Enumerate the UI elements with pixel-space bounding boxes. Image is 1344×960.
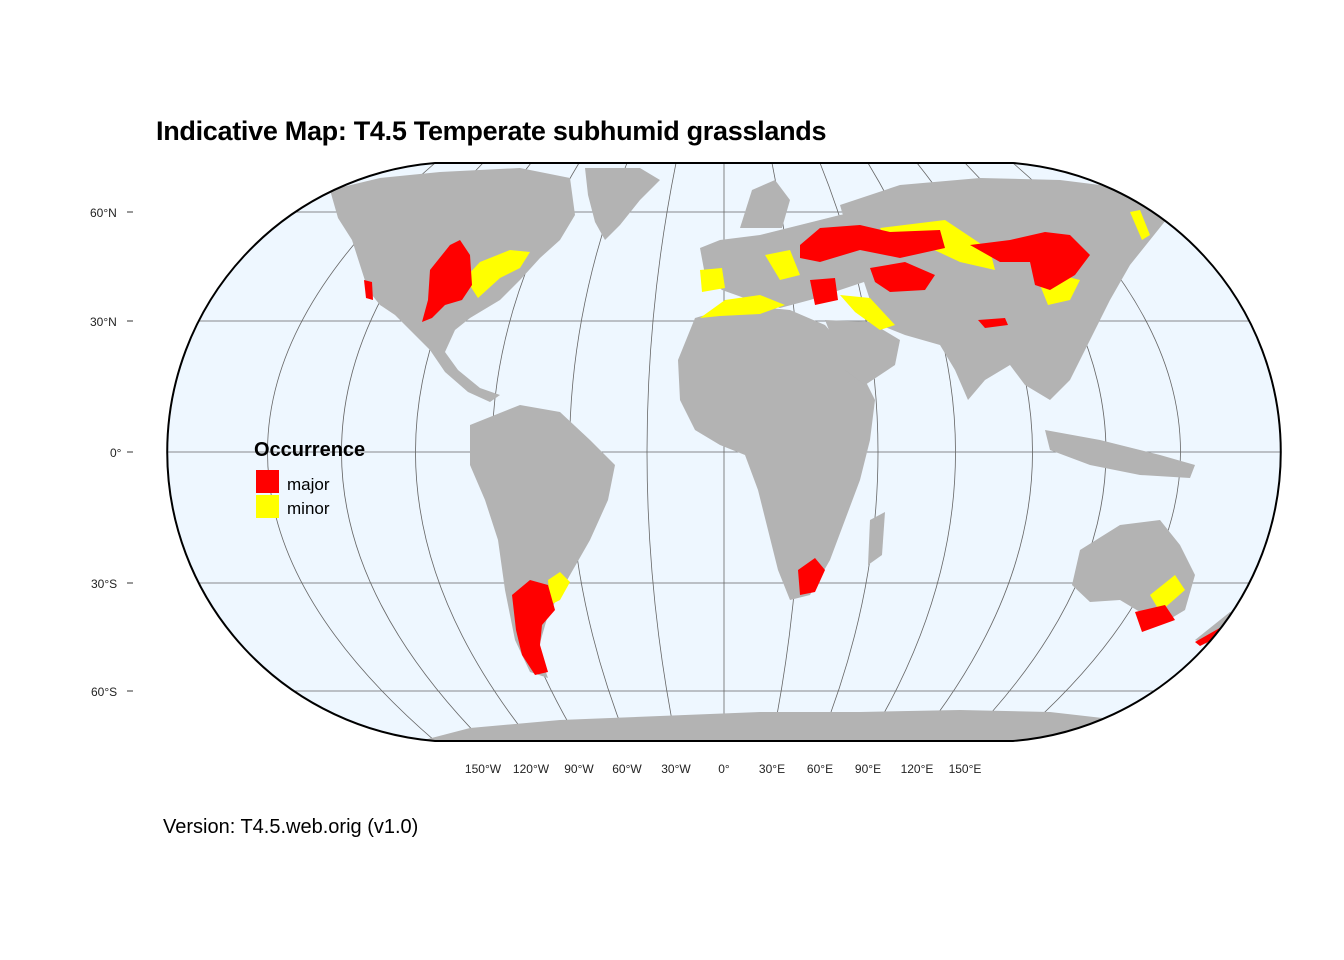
legend-swatch-major [256, 470, 279, 493]
minor-south-america [548, 572, 570, 605]
landmass-antarctica [420, 710, 1120, 741]
lon-label-60w: 60°W [612, 762, 642, 776]
longitude-axis: 150°W 120°W 90°W 60°W 30°W 0° 30°E 60°E … [465, 762, 981, 776]
lat-label-30s: 30°S [91, 577, 117, 591]
map-title: Indicative Map: T4.5 Temperate subhumid … [156, 116, 827, 146]
lon-label-120e: 120°E [901, 762, 934, 776]
major-south-america [512, 580, 555, 675]
major-south-africa [798, 558, 825, 595]
landmass-scandinavia [740, 180, 790, 228]
lat-label-60s: 60°S [91, 685, 117, 699]
minor-iberia [700, 268, 725, 292]
landmass-africa [678, 305, 875, 600]
major-central-asia [970, 232, 1090, 290]
major-tibet [978, 318, 1008, 328]
legend-swatch-minor [256, 495, 279, 518]
lon-label-30w: 30°W [661, 762, 691, 776]
landmass-madagascar [868, 512, 885, 565]
major-occurrence-areas [364, 225, 1232, 675]
minor-balkans [765, 250, 800, 280]
major-california [364, 280, 373, 300]
lon-label-150w: 150°W [465, 762, 502, 776]
landmass-greenland [585, 168, 660, 240]
version-caption: Version: T4.5.web.orig (v1.0) [163, 816, 419, 838]
legend-label-major: major [287, 475, 330, 494]
landmass-arabia [825, 320, 900, 385]
lat-label-30n: 30°N [90, 315, 117, 329]
minor-north-america [465, 250, 530, 298]
lon-label-90w: 90°W [564, 762, 594, 776]
lat-label-equator: 0° [110, 446, 122, 460]
lon-label-90e: 90°E [855, 762, 881, 776]
landmass-indonesia [1045, 430, 1195, 478]
minor-north-africa [700, 295, 785, 318]
major-caucasus [870, 262, 935, 292]
major-north-america [422, 240, 472, 322]
minor-middle-east [840, 295, 895, 330]
lon-label-150e: 150°E [949, 762, 982, 776]
meridian-30w [646, 163, 677, 741]
lon-label-120w: 120°W [513, 762, 550, 776]
major-australia [1135, 605, 1175, 632]
major-anatolia [810, 278, 838, 305]
latitude-axis: 60°N 30°N 0° 30°S 60°S [90, 206, 133, 699]
lon-label-60e: 60°E [807, 762, 833, 776]
lon-label-30e: 30°E [759, 762, 785, 776]
major-eurasia [800, 225, 945, 262]
minor-australia [1150, 575, 1185, 612]
landmass-south-america [470, 405, 615, 678]
legend: Occurrence major minor [254, 439, 365, 518]
legend-title: Occurrence [254, 439, 365, 461]
lat-label-60n: 60°N [90, 206, 117, 220]
globe-outline [166, 162, 1282, 742]
meridian-180w [267, 163, 436, 741]
lon-label-0: 0° [718, 762, 730, 776]
legend-label-minor: minor [287, 499, 330, 518]
minor-kamchatka [1130, 210, 1150, 240]
